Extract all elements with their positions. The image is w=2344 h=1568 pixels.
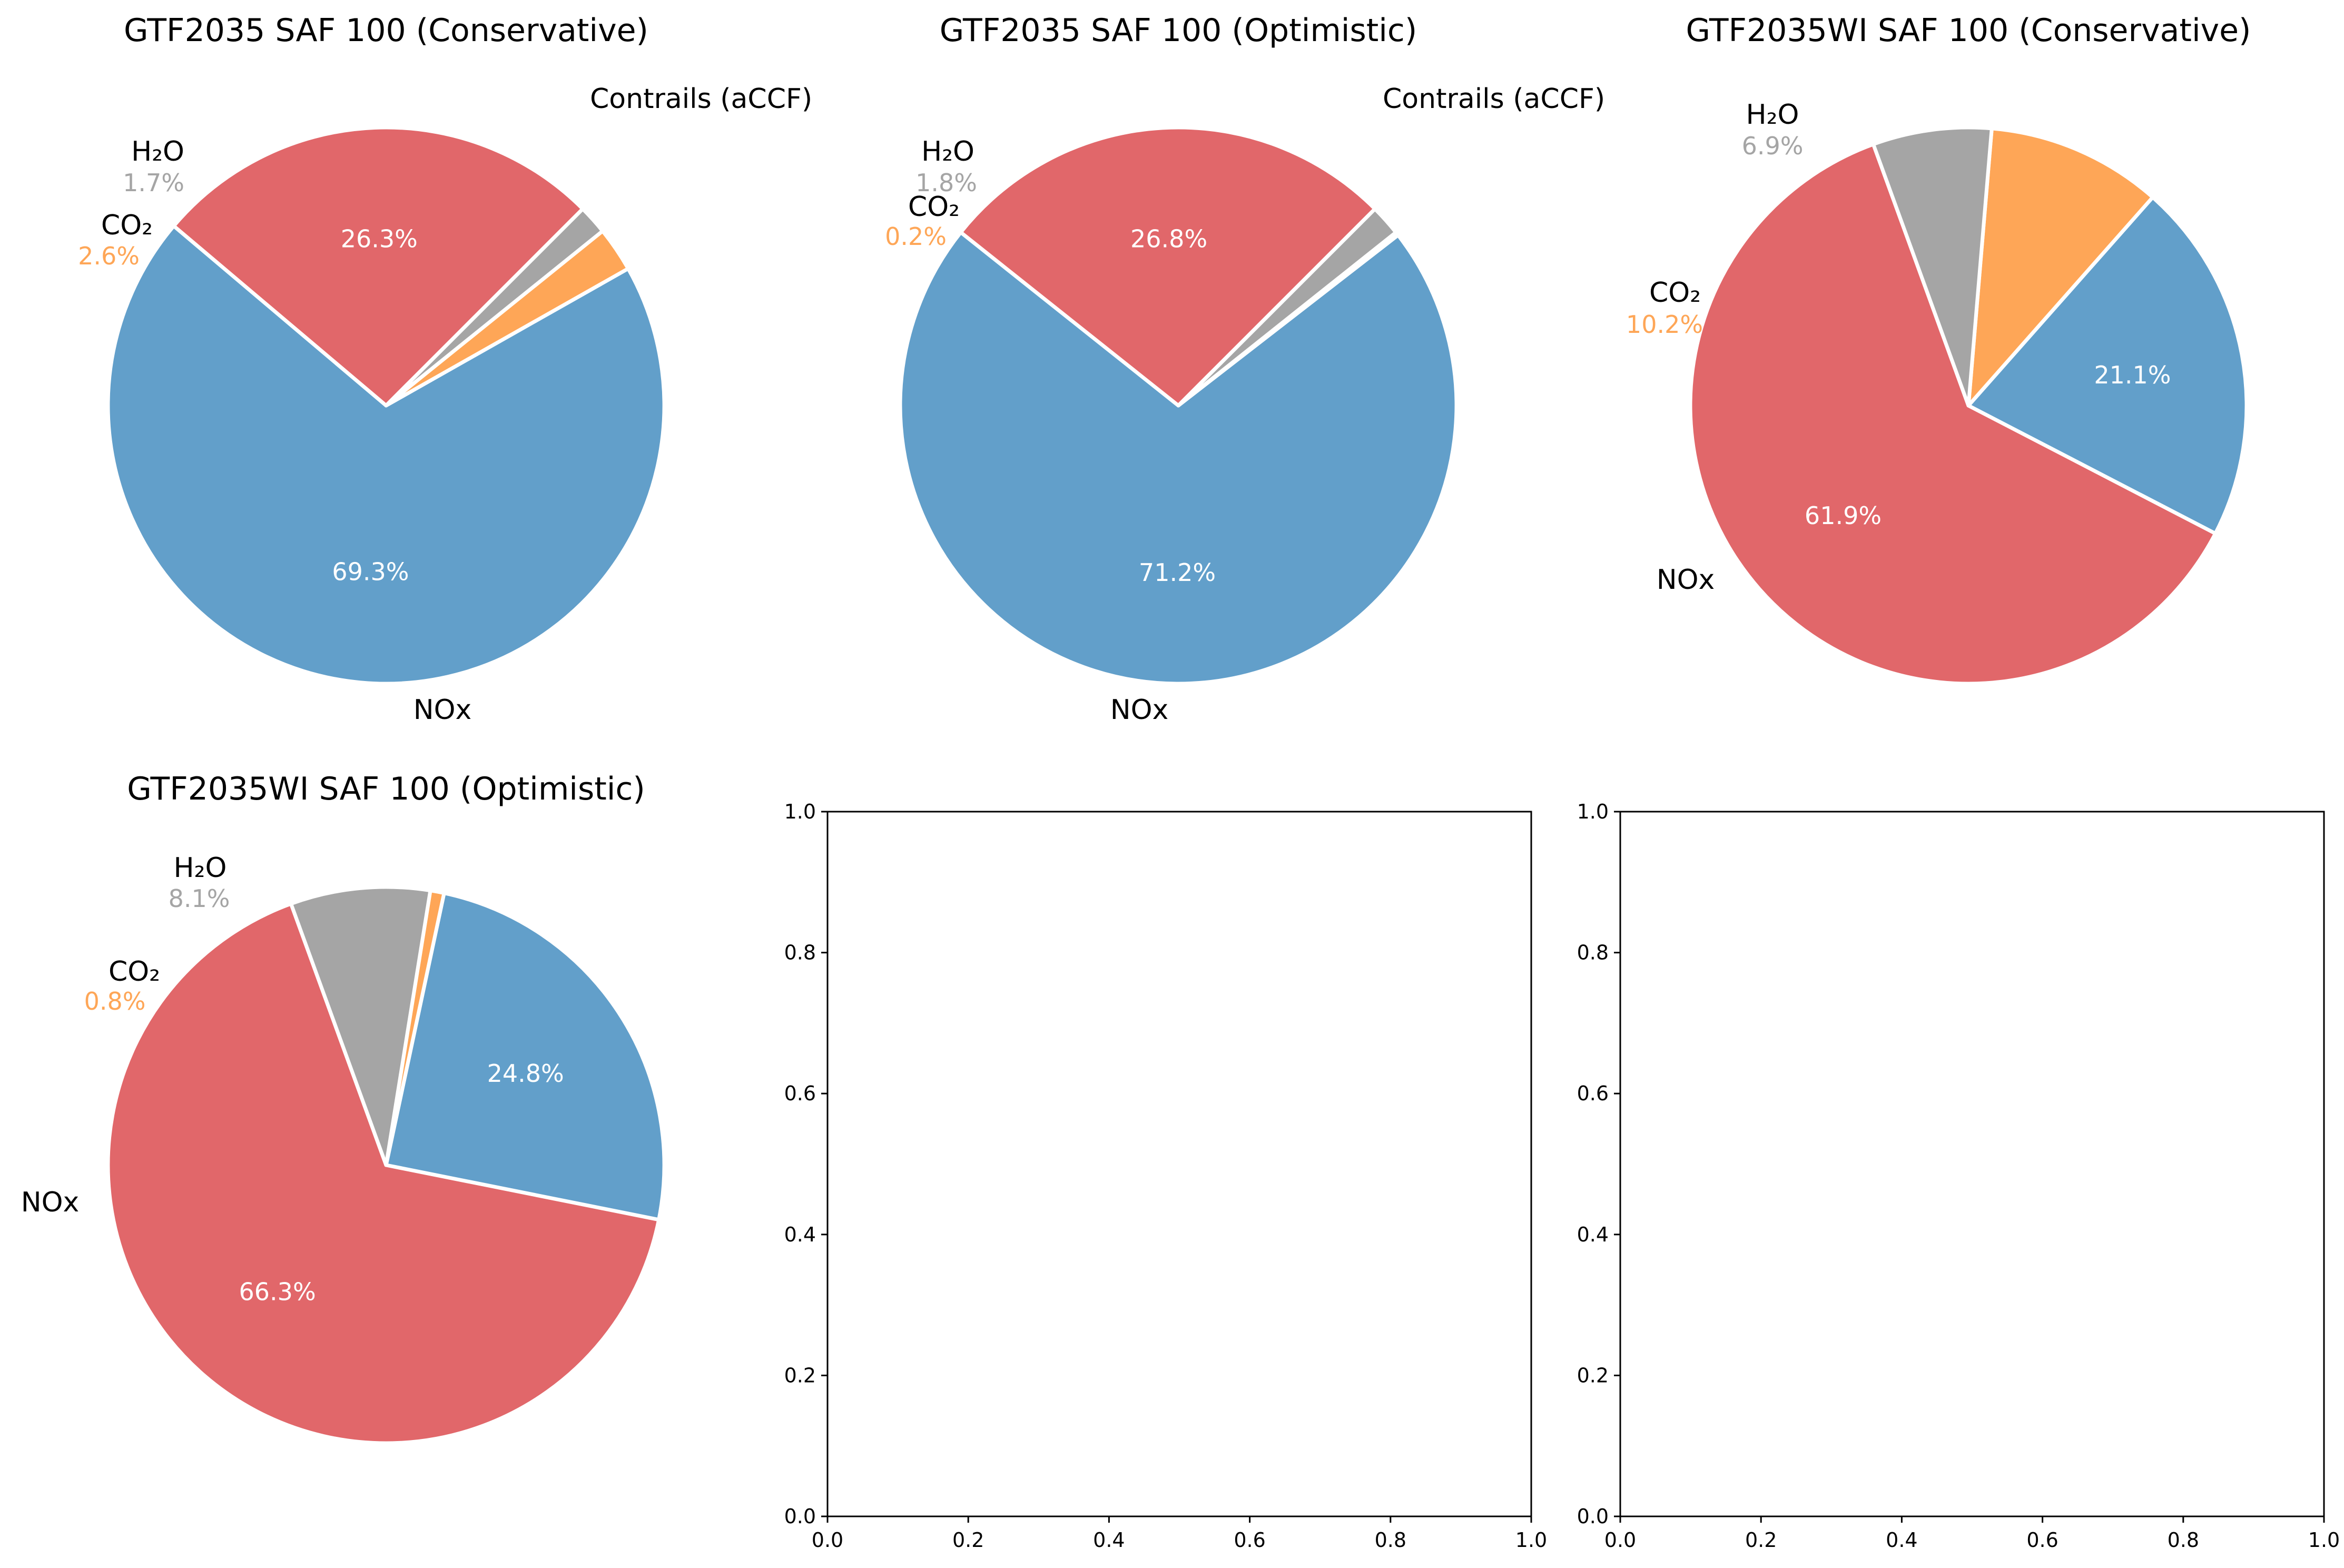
pie-slices	[106, 125, 666, 686]
pie-slice-contrails	[106, 902, 661, 1445]
chart-title: GTF2035 SAF 100 (Optimistic)	[940, 12, 1417, 49]
x-tick-label: 0.0	[1604, 1528, 1636, 1552]
y-tick-label: 0.8	[1577, 941, 1609, 964]
x-tick-label: 0.2	[1745, 1528, 1777, 1552]
pie-slice-nox	[384, 891, 666, 1222]
y-tick-label: 0.6	[784, 1082, 816, 1105]
x-tick-label: 0.4	[1093, 1528, 1125, 1552]
x-tick-label: 1.0	[1515, 1528, 1547, 1552]
slice-pct-nox: 69.3%	[332, 557, 409, 586]
pie-slice-h2o	[1871, 125, 1994, 408]
pie-slice-contrails	[1688, 142, 2218, 686]
chart-title: GTF2035WI SAF 100 (Conservative)	[1686, 12, 2251, 49]
slice-pct-h2o: 1.8%	[915, 169, 977, 197]
pie-slice-h2o	[1176, 207, 1398, 408]
pie-panel-gtf2035-optimistic: GTF2035 SAF 100 (Optimistic) Contrails (a…	[885, 12, 1605, 726]
slice-pct-co2: 2.6%	[78, 242, 140, 270]
pie-slices	[898, 125, 1459, 686]
slice-pct-h2o: 6.9%	[1742, 132, 1804, 160]
x-tick-label: 1.0	[2308, 1528, 2340, 1552]
x-tick-label: 0.8	[2168, 1528, 2199, 1552]
slice-label-co2: CO₂	[109, 956, 160, 988]
y-tick-label: 1.0	[1577, 800, 1609, 823]
y-tick-label: 0.2	[784, 1364, 816, 1387]
y-tick-label: 0.4	[784, 1223, 816, 1246]
pie-slice-co2	[1966, 126, 2155, 408]
x-tick-label: 0.0	[812, 1528, 843, 1552]
pie-panel-gtf2035wi-conservative: GTF2035WI SAF 100 (Conservative) 61.9% NOx…	[1626, 12, 2251, 686]
slice-pct-nox: 21.1%	[2094, 361, 2171, 389]
pie-slice-nox	[898, 230, 1459, 686]
slice-pct-contrails: 26.8%	[1130, 225, 1207, 253]
y-tick-label: 0.0	[1577, 1505, 1609, 1528]
y-tick-label: 0.8	[784, 941, 816, 964]
slice-label-co2: CO₂	[101, 210, 153, 241]
slice-pct-h2o: 1.7%	[123, 169, 184, 197]
slice-pct-nox: 71.2%	[1139, 558, 1216, 587]
y-tick-label: 0.6	[1577, 1082, 1609, 1105]
slice-pct-co2: 10.2%	[1626, 310, 1703, 339]
pie-slice-contrails	[959, 125, 1377, 408]
slice-pct-co2: 0.2%	[885, 222, 947, 251]
pie-slice-h2o	[384, 207, 605, 408]
slice-pct-co2: 0.8%	[84, 987, 146, 1015]
x-tick-label: 0.8	[1375, 1528, 1406, 1552]
pie-slice-contrails	[172, 125, 585, 408]
slice-label-co2: CO₂	[908, 191, 960, 223]
slice-pct-h2o: 8.1%	[169, 884, 230, 913]
axes-frame	[826, 811, 1532, 1517]
slice-label-nox: NOx	[413, 694, 472, 726]
empty-axes-left: 0.0 0.2 0.4 0.6 0.8 1.0 0.0 0.2 0.4 0.6 0.8 1.0	[784, 800, 1548, 1552]
pie-slice-nox	[106, 224, 666, 686]
chart-title: GTF2035 SAF 100 (Conservative)	[124, 12, 648, 49]
chart-title: GTF2035WI SAF 100 (Optimistic)	[127, 771, 645, 807]
slice-pct-contrails: 66.3%	[239, 1277, 316, 1306]
slice-label-contrails: Contrails (aCCF)	[590, 83, 812, 115]
slice-pct-contrails: 26.3%	[341, 225, 418, 253]
pie-slices	[1688, 125, 2249, 686]
slice-label-nox: NOx	[1657, 564, 1715, 596]
slice-label-nox: NOx	[21, 1187, 80, 1218]
slice-label-h2o: H₂O	[131, 136, 184, 167]
slice-label-h2o: H₂O	[921, 136, 974, 167]
slice-label-contrails: Contrails (aCCF)	[1383, 83, 1605, 115]
pie-panel-gtf2035-conservative: GTF2035 SAF 100 (Conservative) Contrails …	[78, 12, 812, 726]
slice-label-nox: NOx	[1110, 694, 1169, 726]
axes-frame	[1619, 811, 2325, 1517]
x-tick-label: 0.6	[2026, 1528, 2058, 1552]
slice-pct-contrails: 61.9%	[1805, 501, 1882, 530]
slice-label-h2o: H₂O	[1746, 99, 1799, 131]
slice-label-h2o: H₂O	[174, 852, 227, 884]
y-tick-label: 1.0	[784, 800, 816, 823]
y-tick-label: 0.4	[1577, 1223, 1609, 1246]
slice-pct-nox: 24.8%	[487, 1059, 564, 1088]
x-tick-label: 0.4	[1886, 1528, 1917, 1552]
empty-axes-right: 0.0 0.2 0.4 0.6 0.8 1.0 0.0 0.2 0.4 0.6 0.8 1.0	[1577, 800, 2340, 1552]
pie-slice-h2o	[289, 885, 432, 1167]
pie-panel-gtf2035wi-optimistic: GTF2035WI SAF 100 (Optimistic) 66.3% NOx 24…	[21, 771, 666, 1445]
slice-label-co2: CO₂	[1649, 277, 1701, 309]
x-tick-label: 0.6	[1234, 1528, 1265, 1552]
y-tick-label: 0.2	[1577, 1364, 1609, 1387]
pie-slice-nox	[1966, 195, 2249, 536]
y-tick-label: 0.0	[784, 1505, 816, 1528]
x-tick-label: 0.2	[952, 1528, 984, 1552]
pie-slices	[106, 885, 666, 1445]
